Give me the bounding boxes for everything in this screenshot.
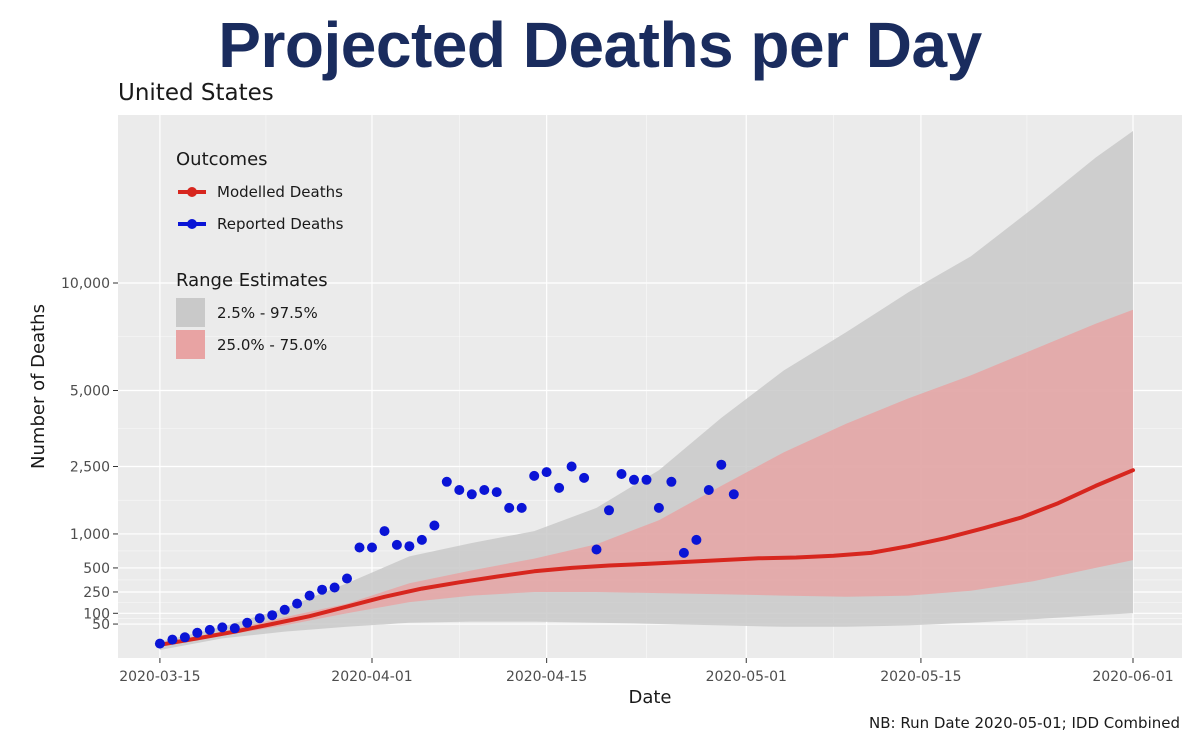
legend-modelled-label: Modelled Deaths	[217, 183, 343, 201]
x-axis: 2020-03-15 2020-04-01 2020-04-15 2020-05-01…	[119, 658, 1174, 685]
x-tick-label: 2020-06-01	[1092, 669, 1173, 685]
legend-band_outer-swatch	[176, 298, 205, 327]
reported-death-point	[529, 470, 540, 481]
modelled-deaths-line	[157, 468, 1135, 647]
x-tick-label: 2020-05-15	[880, 669, 961, 685]
reported-death-point	[329, 582, 340, 593]
reported-death-point	[703, 485, 714, 495]
reported-death-point	[416, 534, 427, 545]
legend-band_inner-swatch	[176, 330, 205, 359]
reported-death-point	[391, 539, 402, 550]
reported-points-layer	[154, 459, 739, 649]
reported-death-point	[641, 474, 652, 485]
x-tick-label: 2020-04-01	[331, 669, 412, 685]
reported-death-point	[466, 489, 477, 500]
y-tick-label: 250	[83, 585, 110, 601]
y-tick-label: 5,000	[70, 383, 110, 399]
x-tick-label: 2020-04-15	[506, 669, 587, 685]
reported-death-point	[254, 613, 265, 624]
reported-death-point	[554, 482, 565, 493]
reported-death-point	[629, 474, 639, 485]
footnote: NB: Run Date 2020-05-01; IDD Combined	[869, 714, 1180, 732]
reported-death-point	[479, 485, 490, 495]
reported-death-point	[541, 467, 552, 478]
y-tick-label: 50	[92, 617, 110, 633]
reported-death-point	[379, 526, 390, 537]
legend: Outcomes Modelled Deaths Reported Deaths Ra…	[176, 149, 344, 359]
reported-death-point	[504, 502, 515, 513]
legend-band_inner-label: 25.0% - 75.0%	[217, 336, 327, 354]
y-tick-label: 500	[83, 561, 110, 577]
chart-title: Projected Deaths per Day	[218, 9, 982, 81]
reported-death-point	[179, 632, 190, 643]
legend-reported-label: Reported Deaths	[217, 215, 344, 233]
reported-death-point	[367, 542, 377, 553]
band-25-75	[159, 309, 1133, 647]
reported-death-point	[653, 502, 664, 513]
y-axis-title: Number of Deaths	[28, 304, 49, 469]
reported-death-point	[666, 476, 677, 487]
legend-modelled-dot	[187, 187, 197, 197]
reported-death-point	[317, 584, 328, 595]
reported-death-point	[167, 634, 178, 645]
reported-death-point	[728, 489, 739, 500]
reported-death-point	[454, 485, 465, 495]
reported-death-point	[204, 624, 215, 635]
x-axis-title: Date	[628, 687, 671, 708]
reported-death-point	[616, 469, 627, 479]
reported-death-point	[441, 476, 452, 487]
x-tick-label: 2020-03-15	[119, 669, 200, 685]
reported-death-point	[429, 520, 440, 531]
legend-band_outer-label: 2.5% - 97.5%	[217, 304, 318, 322]
reported-death-point	[404, 541, 415, 552]
reported-death-point	[604, 505, 614, 516]
reported-death-point	[678, 547, 689, 558]
reported-death-point	[716, 459, 727, 470]
legend-reported-dot	[187, 219, 197, 229]
reported-death-point	[342, 573, 352, 584]
reported-death-point	[242, 617, 253, 628]
reported-death-point	[304, 590, 315, 601]
reported-death-point	[267, 610, 278, 621]
reported-death-point	[591, 544, 602, 555]
legend-outcomes-title: Outcomes	[176, 149, 268, 170]
modelled-line-layer	[157, 468, 1135, 647]
y-tick-label: 100	[83, 606, 110, 622]
reported-death-point	[354, 542, 365, 553]
chart-subtitle: United States	[118, 80, 274, 106]
reported-death-point	[691, 534, 702, 545]
reported-death-point	[516, 502, 527, 513]
reported-death-point	[154, 638, 165, 649]
reported-death-point	[279, 604, 290, 615]
y-tick-label: 1,000	[70, 527, 110, 543]
reported-death-point	[579, 472, 590, 483]
reported-death-point	[229, 623, 240, 634]
legend-range-title: Range Estimates	[176, 270, 328, 291]
reported-death-point	[217, 622, 228, 633]
x-tick-label: 2020-05-01	[706, 669, 787, 685]
y-tick-label: 2,500	[70, 460, 110, 476]
reported-death-point	[566, 461, 577, 472]
reported-death-point	[292, 598, 303, 609]
y-tick-label: 10,000	[61, 276, 110, 292]
reported-death-point	[192, 627, 203, 638]
range-bands	[159, 131, 1133, 650]
reported-death-point	[491, 487, 502, 498]
